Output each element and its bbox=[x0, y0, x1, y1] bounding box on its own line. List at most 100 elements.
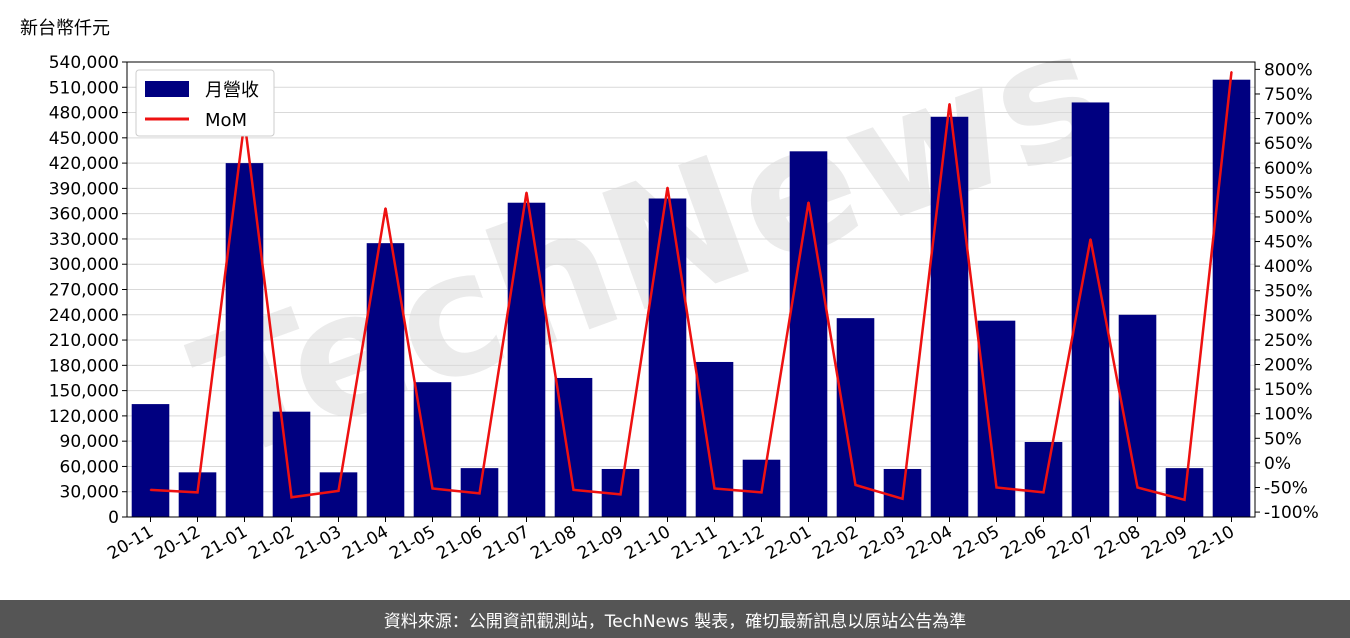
mom-point bbox=[948, 103, 951, 105]
x-tick-label: 20-11 bbox=[104, 522, 157, 564]
revenue-bar bbox=[648, 198, 687, 517]
mom-point bbox=[713, 487, 716, 490]
revenue-bar bbox=[695, 361, 734, 517]
y-right-tick-label: 800% bbox=[1264, 60, 1313, 80]
x-tick-label: 22-06 bbox=[997, 522, 1050, 564]
x-tick-label: 21-09 bbox=[574, 522, 627, 564]
mom-point bbox=[149, 489, 152, 491]
plot-frame bbox=[126, 61, 1256, 518]
mom-line bbox=[149, 71, 1233, 502]
y-left-tick-label: 540,000 bbox=[49, 53, 119, 73]
mom-point bbox=[760, 491, 763, 494]
x-tick-label: 21-06 bbox=[433, 522, 486, 564]
x-tick-label: 22-02 bbox=[809, 522, 862, 564]
mom-point bbox=[384, 207, 387, 209]
y-right-tick-label: 600% bbox=[1264, 159, 1313, 179]
mom-series-line bbox=[150, 71, 1233, 502]
mom-point bbox=[337, 490, 340, 492]
y-left-tick-label: 300,000 bbox=[49, 255, 119, 275]
revenue-bar bbox=[1212, 79, 1251, 517]
y-left-tick-label: 330,000 bbox=[49, 230, 119, 250]
x-tick-label: 21-08 bbox=[527, 522, 580, 564]
y-left-tick-label: 180,000 bbox=[49, 356, 119, 376]
x-tick-label: 21-01 bbox=[198, 522, 251, 564]
x-tick-label: 22-09 bbox=[1138, 522, 1191, 564]
y-left-tick-label: 270,000 bbox=[49, 281, 119, 301]
y-right-tick-label: 200% bbox=[1264, 356, 1313, 376]
y-right-tick-label: 650% bbox=[1264, 134, 1313, 154]
x-tick-label: 22-07 bbox=[1044, 522, 1097, 564]
mom-point bbox=[1183, 498, 1186, 501]
y-left-tick-label: 450,000 bbox=[49, 129, 119, 149]
y-left-tick-label: 0 bbox=[108, 508, 119, 528]
x-tick-label: 21-03 bbox=[292, 522, 345, 564]
y-axis-unit-label: 新台幣仟元 bbox=[20, 18, 110, 39]
revenue-bar bbox=[789, 151, 828, 517]
y-left-tick-label: 150,000 bbox=[49, 382, 119, 402]
revenue-bar bbox=[554, 377, 593, 517]
y-left-tick-label: 120,000 bbox=[49, 407, 119, 427]
legend: 月營收 MoM bbox=[135, 69, 275, 137]
x-tick-label: 22-04 bbox=[903, 522, 956, 564]
legend-revenue-swatch bbox=[145, 81, 189, 97]
y-left-tick-label: 420,000 bbox=[49, 154, 119, 174]
y-right-tick-label: 300% bbox=[1264, 306, 1313, 326]
y-right-tick-label: 150% bbox=[1264, 380, 1313, 400]
mom-point bbox=[196, 491, 199, 494]
x-tick-label: 21-02 bbox=[245, 522, 298, 564]
mom-point bbox=[1042, 491, 1045, 494]
revenue-bar bbox=[836, 318, 875, 517]
mom-point bbox=[572, 489, 575, 491]
x-tick-label: 21-05 bbox=[386, 522, 439, 564]
x-tick-label: 21-11 bbox=[668, 522, 721, 564]
mom-point bbox=[901, 498, 904, 500]
y-left-tick-label: 480,000 bbox=[49, 104, 119, 124]
mom-point bbox=[807, 201, 810, 203]
source-footer: 資料來源：公開資訊觀測站，TechNews 製表，確切最新訊息以原站公告為準 bbox=[0, 600, 1350, 638]
y-right-tick-label: -100% bbox=[1264, 503, 1319, 523]
revenue-bar bbox=[272, 411, 311, 517]
mom-point bbox=[1136, 486, 1139, 489]
x-tick-label: 22-10 bbox=[1185, 522, 1238, 564]
y-left-tick-label: 90,000 bbox=[60, 432, 119, 452]
mom-point bbox=[1230, 71, 1233, 73]
y-left-tick-label: 240,000 bbox=[49, 306, 119, 326]
y-left-tick-label: 390,000 bbox=[49, 179, 119, 199]
legend-mom-label: MoM bbox=[205, 110, 247, 131]
x-tick-label: 22-03 bbox=[856, 522, 909, 564]
y-right-tick-label: 750% bbox=[1264, 85, 1313, 105]
revenue-bar bbox=[1024, 442, 1063, 517]
y-left-tick-label: 210,000 bbox=[49, 331, 119, 351]
x-tick-label: 22-08 bbox=[1091, 522, 1144, 564]
x-tick-label: 21-04 bbox=[339, 522, 392, 564]
x-tick-label: 20-12 bbox=[151, 522, 204, 564]
x-tick-label: 22-05 bbox=[950, 522, 1003, 564]
x-tick-label: 22-01 bbox=[762, 522, 815, 564]
revenue-bar bbox=[507, 202, 546, 518]
mom-point bbox=[666, 186, 669, 189]
y-right-tick-label: 50% bbox=[1264, 429, 1302, 449]
y-left-tick-label: 60,000 bbox=[60, 457, 119, 477]
legend-revenue-label: 月營收 bbox=[205, 80, 259, 101]
revenue-bar bbox=[178, 472, 217, 517]
mom-point bbox=[995, 486, 998, 489]
mom-point bbox=[1089, 238, 1092, 240]
x-tick-label: 21-07 bbox=[480, 522, 533, 564]
mom-point bbox=[619, 493, 622, 496]
mom-point bbox=[290, 496, 293, 499]
y-right-tick-label: 350% bbox=[1264, 282, 1313, 302]
y-right-tick-label: 500% bbox=[1264, 208, 1313, 228]
mom-point bbox=[525, 191, 528, 194]
y-right-tick-label: 700% bbox=[1264, 110, 1313, 130]
y-right-tick-label: 400% bbox=[1264, 257, 1313, 277]
y-left-tick-label: 30,000 bbox=[60, 483, 119, 503]
revenue-bar bbox=[131, 404, 170, 517]
y-right-tick-label: -50% bbox=[1264, 478, 1308, 498]
revenue-bar bbox=[413, 382, 452, 517]
y-right-tick-label: 0% bbox=[1264, 454, 1291, 474]
revenue-bar bbox=[319, 472, 358, 517]
revenue-bar bbox=[930, 116, 969, 517]
y-right-tick-label: 450% bbox=[1264, 233, 1313, 253]
y-left-tick-label: 360,000 bbox=[49, 205, 119, 225]
mom-point bbox=[478, 492, 481, 495]
